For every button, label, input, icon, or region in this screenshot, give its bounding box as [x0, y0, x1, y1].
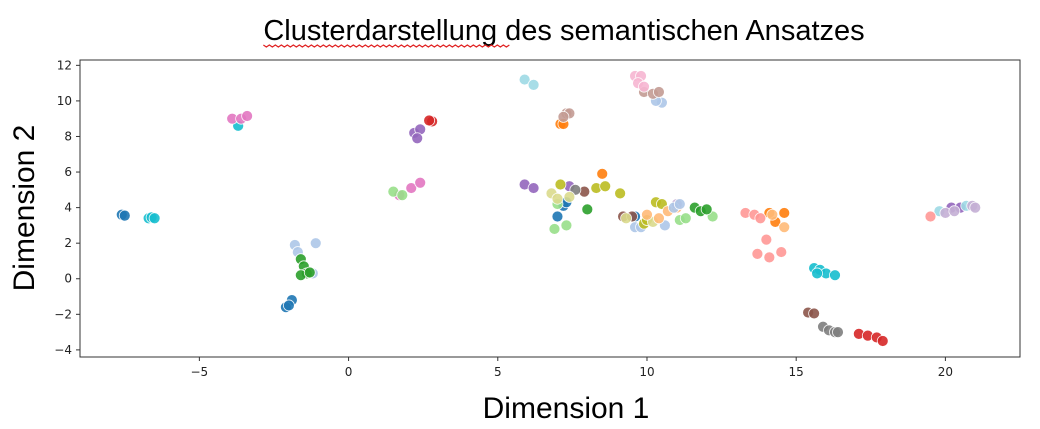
- scatter-point-series-2: [241, 110, 254, 122]
- scatter-point-series-6: [309, 237, 322, 250]
- scatter-point-series-14: [614, 187, 627, 200]
- data-points: [115, 70, 982, 347]
- scatter-point-series-0: [282, 299, 295, 312]
- scatter-point-series-11: [638, 80, 650, 93]
- scatter-point-series-16: [763, 251, 776, 264]
- x-tick-label: 15: [789, 365, 804, 379]
- scatter-point-series-18: [969, 201, 982, 214]
- scatter-point-series-16: [924, 210, 937, 223]
- scatter-point-series-3: [411, 132, 424, 145]
- scatter-point-series-10: [557, 111, 570, 123]
- x-tick-label: 20: [938, 365, 953, 379]
- scatter-point-series-13: [832, 326, 844, 339]
- scatter-point-series-1: [829, 269, 841, 282]
- y-tick-label: 10: [57, 94, 72, 108]
- y-tick-label: 8: [64, 129, 72, 143]
- scatter-point-series-2: [405, 182, 418, 194]
- scatter-point-series-12: [808, 307, 820, 320]
- scatter-point-series-8: [527, 78, 540, 91]
- scatter-point-series-3: [527, 182, 540, 194]
- scatter-point-series-19: [673, 198, 686, 210]
- scatter-point-series-5: [679, 212, 692, 225]
- y-tick-label: 12: [57, 58, 72, 72]
- spellcheck-underline: [263, 44, 510, 48]
- x-axis-label: Dimension 1: [483, 392, 650, 425]
- scatter-point-series-14: [599, 180, 612, 193]
- scatter-point-series-0: [118, 209, 131, 222]
- scatter-point-series-16: [751, 247, 764, 260]
- y-axis-label: Dimension 2: [8, 125, 41, 292]
- x-tick-label: −5: [191, 365, 209, 379]
- y-tick-label: −4: [54, 343, 72, 357]
- scatter-point-series-16: [754, 212, 767, 225]
- scatter-point-series-17: [653, 212, 665, 225]
- scatter-point-series-16: [760, 233, 773, 246]
- scatter-point-series-15: [620, 212, 632, 225]
- x-axis: −5 0 5 10 15 20: [191, 357, 953, 379]
- scatter-point-series-7: [700, 203, 713, 216]
- plot-frame: [79, 59, 1021, 358]
- x-tick-label: 5: [494, 365, 502, 379]
- y-tick-label: 4: [64, 201, 72, 215]
- scatter-point-series-7: [303, 266, 316, 279]
- scatter-point-series-9: [596, 167, 609, 180]
- scatter-point-series-17: [778, 221, 791, 234]
- x-tick-label: 10: [639, 365, 654, 379]
- scatter-point-series-17: [766, 208, 779, 221]
- scatter-point-series-5: [396, 189, 409, 202]
- scatter-point-series-4: [876, 335, 889, 347]
- scatter-point-series-16: [775, 246, 788, 258]
- y-axis: −4 −2 0 2 4 6 8 10 12: [54, 58, 80, 357]
- scatter-point-series-10: [653, 86, 665, 98]
- scatter-point-series-0: [551, 210, 564, 223]
- scatter-point-series-18: [948, 205, 961, 218]
- scatter-point-series-17: [641, 208, 653, 221]
- y-tick-label: 6: [64, 165, 72, 179]
- y-tick-label: 0: [64, 272, 72, 286]
- scatter-point-series-2: [414, 176, 427, 189]
- scatter-point-series-14: [554, 178, 567, 191]
- x-tick-label: 0: [345, 365, 353, 379]
- scatter-point-series-15: [563, 191, 576, 203]
- y-tick-label: −2: [54, 307, 72, 321]
- scatter-point-series-5: [548, 223, 561, 235]
- scatter-point-series-4: [423, 114, 436, 127]
- scatter-point-series-1: [811, 267, 823, 280]
- scatter-point-series-1: [148, 212, 161, 225]
- scatter-point-series-15: [551, 192, 564, 205]
- scatter-point-series-5: [560, 219, 573, 232]
- chart-title: Clusterdarstellung des semantischen Ansa…: [263, 15, 864, 47]
- scatter-point-series-8: [518, 73, 531, 86]
- scatter-point-series-9: [778, 207, 791, 219]
- y-tick-label: 2: [64, 236, 72, 250]
- scatter-point-series-7: [581, 203, 594, 216]
